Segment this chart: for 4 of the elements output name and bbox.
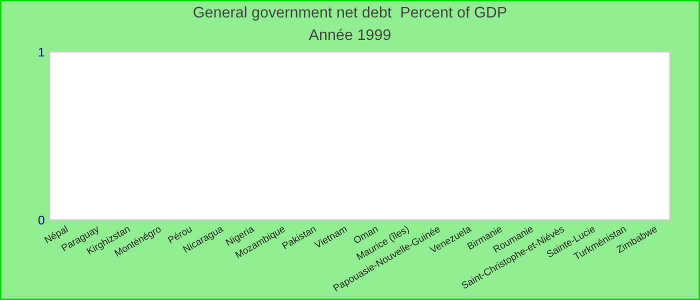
chart-title: General government net debt Percent of GDP [194, 6, 506, 21]
chart-subtitle: Année 1999 [308, 28, 390, 40]
y-tick-label: 0 [38, 216, 44, 225]
y-tick-label: 1 [38, 48, 44, 56]
